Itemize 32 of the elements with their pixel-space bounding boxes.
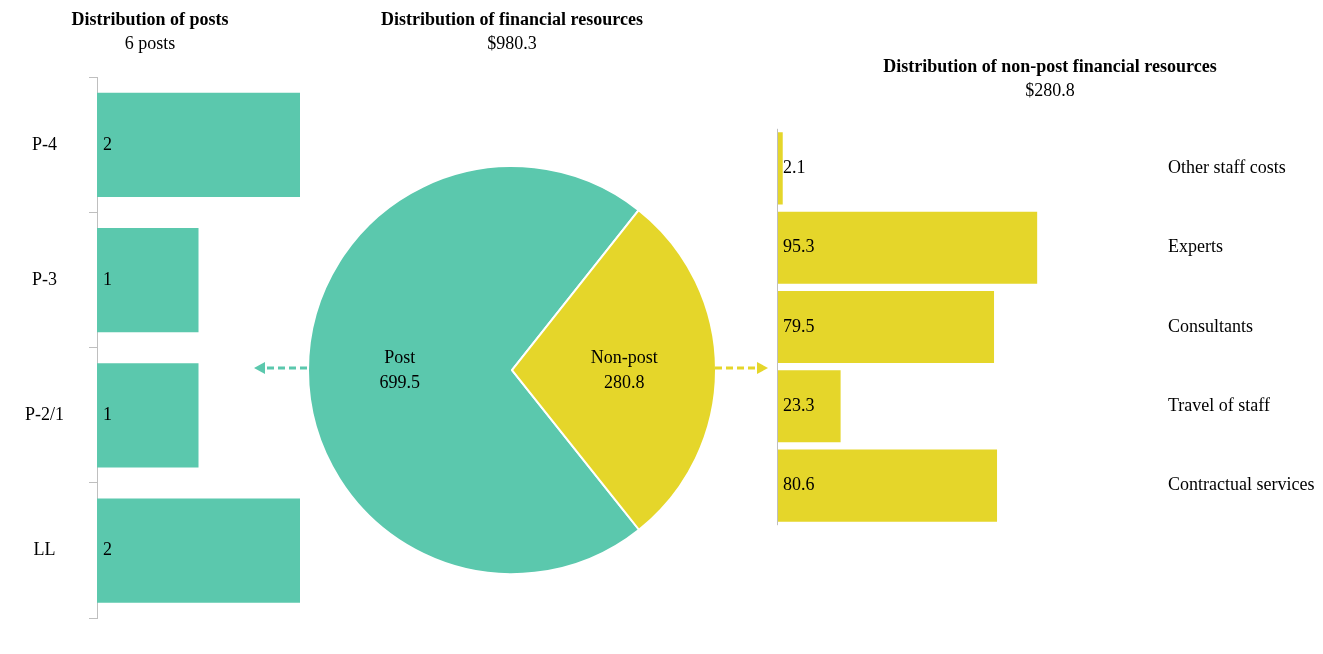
data-label: 95.3	[783, 236, 815, 257]
data-label: 1	[103, 404, 113, 425]
data-label: 280.8	[603, 371, 645, 392]
bar	[777, 370, 841, 443]
bar	[777, 211, 1038, 284]
chart-title: Distribution of posts	[71, 9, 229, 30]
y-tick-label: Experts	[1168, 236, 1223, 257]
data-label: 2	[103, 539, 113, 560]
y-tick-label: Other staff costs	[1168, 157, 1286, 178]
y-tick-label: Contractual services	[1168, 474, 1315, 495]
y-tick-label: Consultants	[1168, 315, 1254, 336]
y-tick-label: LL	[33, 539, 56, 560]
data-label: 699.5	[379, 371, 421, 392]
bar	[777, 290, 995, 364]
chart-title: Distribution of non-post financial resources	[883, 56, 1217, 77]
chart-title: Distribution of financial resources	[381, 9, 643, 30]
y-tick-label: P-2/1	[25, 404, 65, 425]
data-label: 79.5	[783, 315, 815, 336]
slice-label: Post	[384, 346, 416, 367]
data-label: 80.6	[783, 474, 815, 495]
slice-label: Non-post	[590, 346, 658, 367]
y-tick-label: P-3	[32, 268, 58, 289]
bar	[777, 449, 998, 522]
data-label: 2.1	[783, 157, 806, 178]
data-label: 23.3	[783, 395, 815, 416]
y-tick-label: P-4	[32, 133, 58, 154]
y-tick-label: Travel of staff	[1168, 395, 1270, 416]
chart-subtitle: $980.3	[487, 33, 537, 54]
data-label: 1	[103, 268, 113, 289]
chart-subtitle: 6 posts	[124, 33, 176, 54]
chart-subtitle: $280.8	[1025, 79, 1075, 100]
data-label: 2	[103, 133, 113, 154]
